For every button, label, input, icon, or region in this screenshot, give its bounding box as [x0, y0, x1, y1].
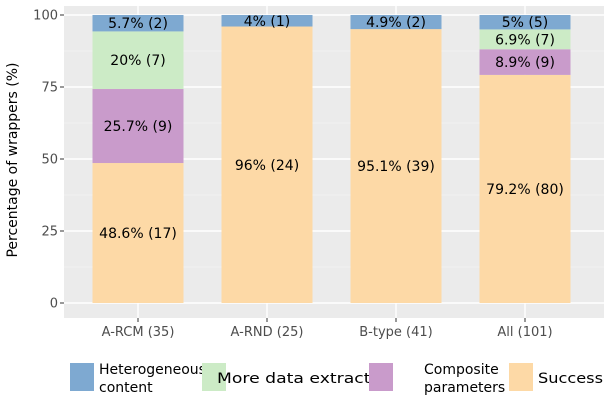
legend-key — [369, 363, 393, 391]
bar-segment — [350, 29, 442, 303]
bar-segment — [479, 74, 571, 304]
y-axis: 0 25 50 75 100 — [33, 9, 64, 312]
data-label: 48.6% (17) — [99, 226, 177, 242]
data-label: 96% (24) — [235, 158, 299, 174]
data-label: 4% (1) — [244, 14, 291, 30]
legend-key — [202, 363, 226, 391]
bar-segment — [221, 15, 313, 27]
data-label: 79.2% (80) — [486, 182, 564, 198]
legend-label: content — [99, 380, 153, 396]
data-label: 4.9% (2) — [366, 15, 426, 31]
legend-label: More data extracted — [217, 371, 392, 387]
y-tick-label: 0 — [50, 297, 58, 312]
data-label: 20% (7) — [110, 53, 165, 69]
bar-segment — [479, 49, 571, 75]
bar-segment — [479, 29, 571, 50]
bar-segment — [92, 15, 184, 32]
x-tick-label: A-RCM (35) — [102, 325, 175, 340]
x-tick-label: A-RND (25) — [231, 325, 304, 340]
legend-label: Composite — [424, 362, 499, 378]
data-label: 8.9% (9) — [495, 55, 555, 71]
x-tick-label: B-type (41) — [359, 325, 432, 340]
data-label: 25.7% (9) — [104, 119, 173, 135]
data-label: 6.9% (7) — [495, 32, 555, 48]
x-axis: A-RCM (35) A-RND (25) B-type (41) All (101) — [102, 318, 553, 340]
data-labels-layer: 48.6% (17) 25.7% (9) 20% (7) 5.7% (2) 96% (2… — [99, 14, 564, 242]
y-tick-label: 100 — [33, 9, 58, 24]
legend: Heterogeneous content More data extracted C… — [70, 362, 603, 396]
legend-key — [70, 363, 94, 391]
bar-segment — [92, 89, 184, 164]
data-label: 95.1% (39) — [357, 159, 435, 175]
legend-label: Heterogeneous — [99, 362, 206, 378]
y-tick-label: 50 — [41, 153, 58, 168]
bar-segment — [92, 31, 184, 90]
y-tick-label: 25 — [41, 225, 58, 240]
y-axis-title: Percentage of wrappers (%) — [5, 62, 21, 257]
bar-segment — [221, 26, 313, 304]
data-label: 5% (5) — [502, 15, 549, 31]
data-label: 5.7% (2) — [108, 16, 168, 32]
bar-segment — [92, 163, 184, 303]
y-tick-label: 75 — [41, 81, 58, 96]
bar-segment — [350, 15, 442, 30]
legend-label: parameters — [424, 380, 505, 396]
legend-key — [509, 363, 533, 391]
x-tick-label: All (101) — [497, 325, 552, 340]
legend-label: Success — [538, 371, 603, 387]
bar-segment — [479, 15, 571, 30]
bars-layer — [92, 15, 571, 304]
